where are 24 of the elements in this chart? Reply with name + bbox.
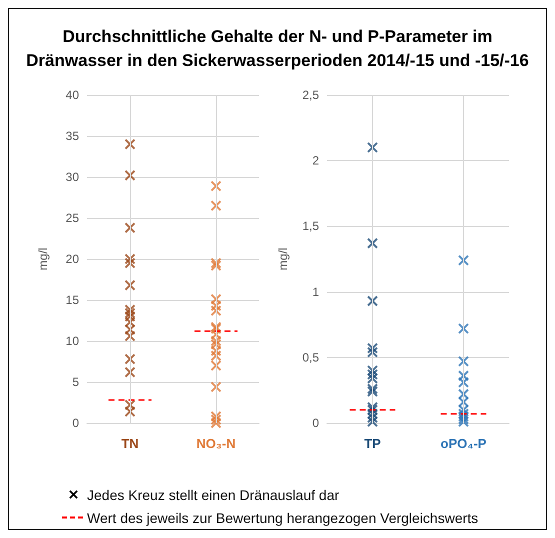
- y-tick-label: 0: [72, 416, 80, 430]
- x-tick-label: TP: [364, 436, 382, 451]
- x-tick-label: NO₃-N: [196, 436, 236, 451]
- y-tick-label: 5: [72, 375, 80, 389]
- y-tick-label: 35: [66, 129, 80, 143]
- y-axis-title: mg/l: [276, 248, 290, 270]
- y-tick-label: 15: [66, 293, 80, 307]
- x-tick-label: oPO₄-P: [440, 436, 487, 451]
- y-tick-label: 2,5: [302, 88, 320, 102]
- y-tick-label: 30: [66, 170, 80, 184]
- y-tick-label: 1,5: [302, 219, 320, 234]
- y-tick-label: 40: [66, 88, 80, 102]
- y-axis-title: mg/l: [36, 248, 50, 270]
- y-tick-label: 0: [312, 416, 320, 430]
- y-tick-label: 20: [66, 252, 80, 266]
- y-tick-label: 0,5: [302, 350, 320, 364]
- x-tick-label: TN: [121, 436, 139, 451]
- y-tick-label: 25: [66, 211, 80, 225]
- y-tick-label: 10: [66, 334, 80, 348]
- y-tick-label: 2: [312, 154, 320, 168]
- y-tick-label: 1: [312, 284, 320, 299]
- text: Jedes Kreuz stellt einen Dränauslauf dar: [87, 486, 340, 502]
- text: Wert des jeweils zur Bewertung herangezogen Vergleichswerts: [87, 510, 478, 526]
- chart-title: Durchschnittliche Gehalte der N- und P-Parameter im Dränwasser in den Sickerwasserperioden 2014/-15 und -15/-16: [25, 26, 530, 72]
